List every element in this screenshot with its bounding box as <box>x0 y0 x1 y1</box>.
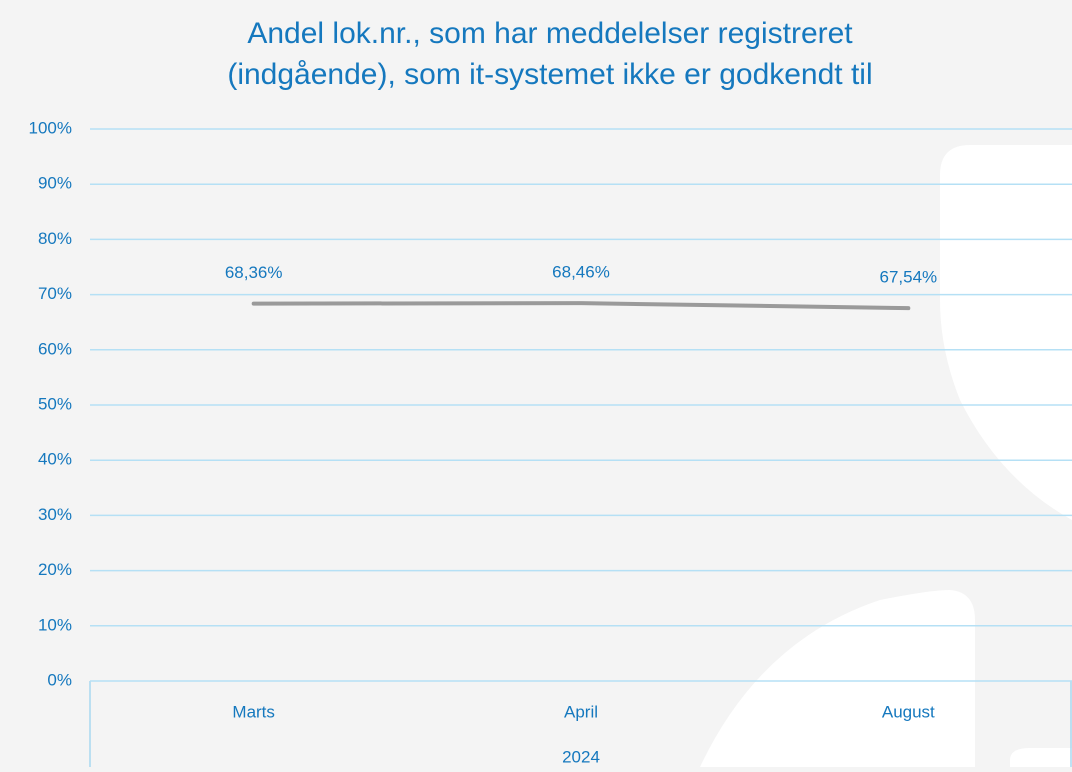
chart-title: (indgående), som it-systemet ikke er god… <box>227 58 872 91</box>
y-tick-label: 40% <box>38 450 72 469</box>
y-tick-label: 60% <box>38 339 72 358</box>
y-tick-label: 20% <box>38 560 72 579</box>
y-tick-label: 50% <box>38 394 72 413</box>
x-tick-label: August <box>882 702 935 721</box>
y-tick-label: 90% <box>38 174 72 193</box>
y-tick-label: 70% <box>38 284 72 303</box>
category-group-label: 2024 <box>562 747 600 766</box>
data-line <box>251 301 911 311</box>
decor-shape <box>1010 748 1072 767</box>
x-tick-label: Marts <box>232 702 275 721</box>
data-label: 68,36% <box>225 263 283 282</box>
x-tick-label: April <box>564 702 598 721</box>
data-label: 68,46% <box>552 263 610 282</box>
y-tick-label: 30% <box>38 505 72 524</box>
chart-title: Andel lok.nr., som har meddelelser regis… <box>247 17 853 50</box>
decor-shape <box>700 590 975 767</box>
y-tick-label: 80% <box>38 229 72 248</box>
y-tick-label: 0% <box>47 670 72 689</box>
y-tick-label: 100% <box>29 118 72 137</box>
data-label: 67,54% <box>879 268 937 287</box>
y-tick-label: 10% <box>38 615 72 634</box>
